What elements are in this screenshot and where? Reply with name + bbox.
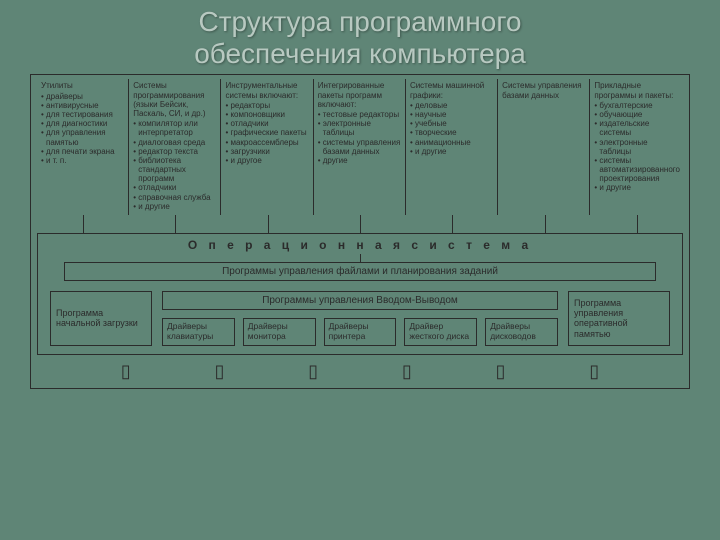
- driver-box-3: Драйвер жесткого диска: [404, 318, 477, 346]
- placeholder-glyph: ▯: [496, 361, 506, 382]
- category-item: макроассемблеры: [225, 138, 309, 147]
- category-item: антивирусные: [41, 101, 125, 110]
- connector-lines: [37, 215, 683, 233]
- operating-system-block: О п е р а ц и о н н а я с и с т е м а Пр…: [37, 233, 683, 355]
- category-item: для управления памятью: [41, 128, 125, 146]
- title-line-2: обеспечения компьютера: [194, 38, 526, 69]
- bottom-glyphs-row: ▯ ▯ ▯ ▯ ▯ ▯: [37, 355, 683, 382]
- category-item: электронные таблицы: [594, 138, 680, 156]
- io-center-column: Программы управления Вводом-Выводом Драй…: [162, 291, 558, 346]
- category-item: системы управления базами данных: [318, 138, 402, 156]
- category-item: справочная служба: [133, 193, 217, 202]
- category-item: драйверы: [41, 92, 125, 101]
- category-item: электронные таблицы: [318, 119, 402, 137]
- software-categories-row: Утилиты драйверыантивирусныедля тестирова…: [37, 79, 683, 215]
- category-item: и другое: [225, 156, 309, 165]
- category-item-list: бухгалтерскиеобучающиеиздательские систе…: [594, 101, 680, 193]
- drivers-row: Драйверы клавиатуры Драйверы монитора Драй…: [162, 318, 558, 346]
- category-item-list: деловыенаучныеучебныетворческиеанимацион…: [410, 101, 494, 156]
- category-item: другие: [318, 156, 402, 165]
- category-item: обучающие: [594, 110, 680, 119]
- category-item: компоновщики: [225, 110, 309, 119]
- category-item: для тестирования: [41, 110, 125, 119]
- connector-line: [83, 215, 84, 233]
- driver-box-0: Драйверы клавиатуры: [162, 318, 235, 346]
- connector-line: [452, 215, 453, 233]
- category-item: и другие: [410, 147, 494, 156]
- category-column-3: Интегрированные пакеты программ включают…: [313, 79, 405, 215]
- category-column-4: Системы машинной графики: деловыенаучныеу…: [405, 79, 497, 215]
- category-item: для диагностики: [41, 119, 125, 128]
- driver-box-2: Драйверы принтера: [324, 318, 397, 346]
- category-item-list: компилятор или интерпретатордиалоговая с…: [133, 119, 217, 211]
- category-item: научные: [410, 110, 494, 119]
- category-heading: Системы машинной графики:: [410, 81, 494, 99]
- category-item: редакторы: [225, 101, 309, 110]
- diagram-container: Утилиты драйверыантивирусныедля тестирова…: [30, 74, 690, 388]
- driver-box-1: Драйверы монитора: [243, 318, 316, 346]
- category-item: системы автоматизированного проектирован…: [594, 156, 680, 184]
- category-item: анимационные: [410, 138, 494, 147]
- category-item-list: тестовые редакторыэлектронные таблицысис…: [318, 110, 402, 165]
- slide-title: Структура программного обеспечения компь…: [0, 0, 720, 74]
- category-item: компилятор или интерпретатор: [133, 119, 217, 137]
- placeholder-glyph: ▯: [214, 361, 224, 382]
- category-heading: Интегрированные пакеты программ включают…: [318, 81, 402, 109]
- os-mid-row: Программа начальной загрузки Программы у…: [50, 291, 670, 346]
- category-heading: Прикладные программы и пакеты:: [594, 81, 680, 99]
- category-item-list: редакторыкомпоновщикиотладчикиграфически…: [225, 101, 309, 165]
- category-item: загрузчики: [225, 147, 309, 156]
- category-item: творческие: [410, 128, 494, 137]
- category-item: учебные: [410, 119, 494, 128]
- driver-box-4: Драйверы дисководов: [485, 318, 558, 346]
- category-item: и другие: [133, 202, 217, 211]
- category-column-5: Системы управления базами данных: [497, 79, 589, 215]
- title-line-1: Структура программного: [199, 6, 522, 37]
- placeholder-glyph: ▯: [121, 361, 131, 382]
- connector-line: [637, 215, 638, 233]
- category-item: и т. п.: [41, 156, 125, 165]
- category-item: бухгалтерские: [594, 101, 680, 110]
- placeholder-glyph: ▯: [402, 361, 412, 382]
- category-heading: Системы программирования (языки Бейсик, …: [133, 81, 217, 118]
- category-item: издательские системы: [594, 119, 680, 137]
- category-column-2: Инструментальные системы включают: редакт…: [220, 79, 312, 215]
- category-item: тестовые редакторы: [318, 110, 402, 119]
- memory-management-box: Программа управления оперативной памятью: [568, 291, 670, 346]
- category-heading: Инструментальные системы включают:: [225, 81, 309, 99]
- category-heading: Утилиты: [41, 81, 125, 90]
- connector-line: [545, 215, 546, 233]
- category-item-list: драйверыантивирусныедля тестированиядля …: [41, 92, 125, 166]
- category-column-0: Утилиты драйверыантивирусныедля тестирова…: [37, 79, 128, 215]
- boot-loader-box: Программа начальной загрузки: [50, 291, 152, 346]
- category-item: для печати экрана: [41, 147, 125, 156]
- category-item: отладчики: [225, 119, 309, 128]
- file-management-box: Программы управления файлами и планирова…: [64, 262, 656, 281]
- category-item: диалоговая среда: [133, 138, 217, 147]
- category-column-1: Системы программирования (языки Бейсик, …: [128, 79, 220, 215]
- category-heading: Системы управления базами данных: [502, 81, 586, 99]
- category-item: графические пакеты: [225, 128, 309, 137]
- category-item: и другие: [594, 183, 680, 192]
- io-management-box: Программы управления Вводом-Выводом: [162, 291, 558, 310]
- placeholder-glyph: ▯: [589, 361, 599, 382]
- connector-line: [175, 215, 176, 233]
- connector-line: [360, 215, 361, 233]
- category-item: редактор текста: [133, 147, 217, 156]
- connector-line: [268, 215, 269, 233]
- category-item: библиотека стандартных программ: [133, 156, 217, 184]
- category-column-6: Прикладные программы и пакеты: бухгалтерс…: [589, 79, 683, 215]
- placeholder-glyph: ▯: [308, 361, 318, 382]
- os-title: О п е р а ц и о н н а я с и с т е м а: [46, 238, 674, 254]
- category-item: отладчики: [133, 183, 217, 192]
- category-item: деловые: [410, 101, 494, 110]
